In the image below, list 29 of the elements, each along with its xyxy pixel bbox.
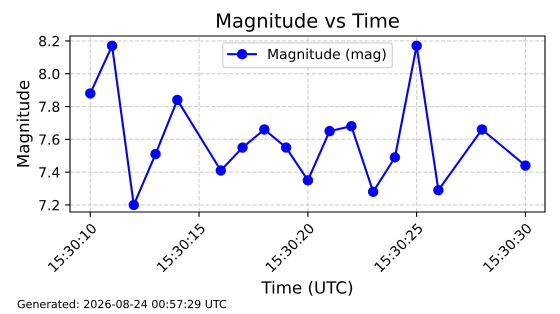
point — [150, 148, 161, 160]
point — [106, 40, 118, 52]
point — [390, 152, 400, 163]
point — [520, 160, 531, 171]
y-tick-label: 8.0 — [39, 68, 60, 80]
y-axis-title: Magnitude — [16, 80, 33, 167]
x-axis-title: Time (UTC) — [261, 280, 352, 296]
y-tick-label: 7.6 — [39, 134, 60, 145]
point — [216, 165, 226, 176]
point — [476, 124, 488, 135]
point — [237, 142, 248, 153]
point — [368, 186, 378, 198]
point — [411, 40, 422, 52]
point — [280, 142, 292, 153]
point — [128, 200, 139, 210]
legend-label: Magnitude (mag) — [268, 48, 386, 62]
point — [433, 184, 444, 196]
y-tick-label: 7.8 — [39, 102, 60, 112]
point — [302, 175, 314, 186]
point — [324, 126, 335, 136]
text: Generated: 2026-08-24 00:57:29 UTC — [18, 300, 226, 308]
point — [172, 94, 183, 106]
chart-title: Magnitude vs Time — [217, 12, 399, 32]
point — [346, 121, 357, 132]
point — [85, 88, 96, 99]
y-tick-label: 8.2 — [39, 36, 59, 46]
y-tick-label: 7.2 — [39, 200, 59, 210]
y-tick-label: 7.4 — [39, 167, 60, 178]
point — [259, 124, 270, 135]
